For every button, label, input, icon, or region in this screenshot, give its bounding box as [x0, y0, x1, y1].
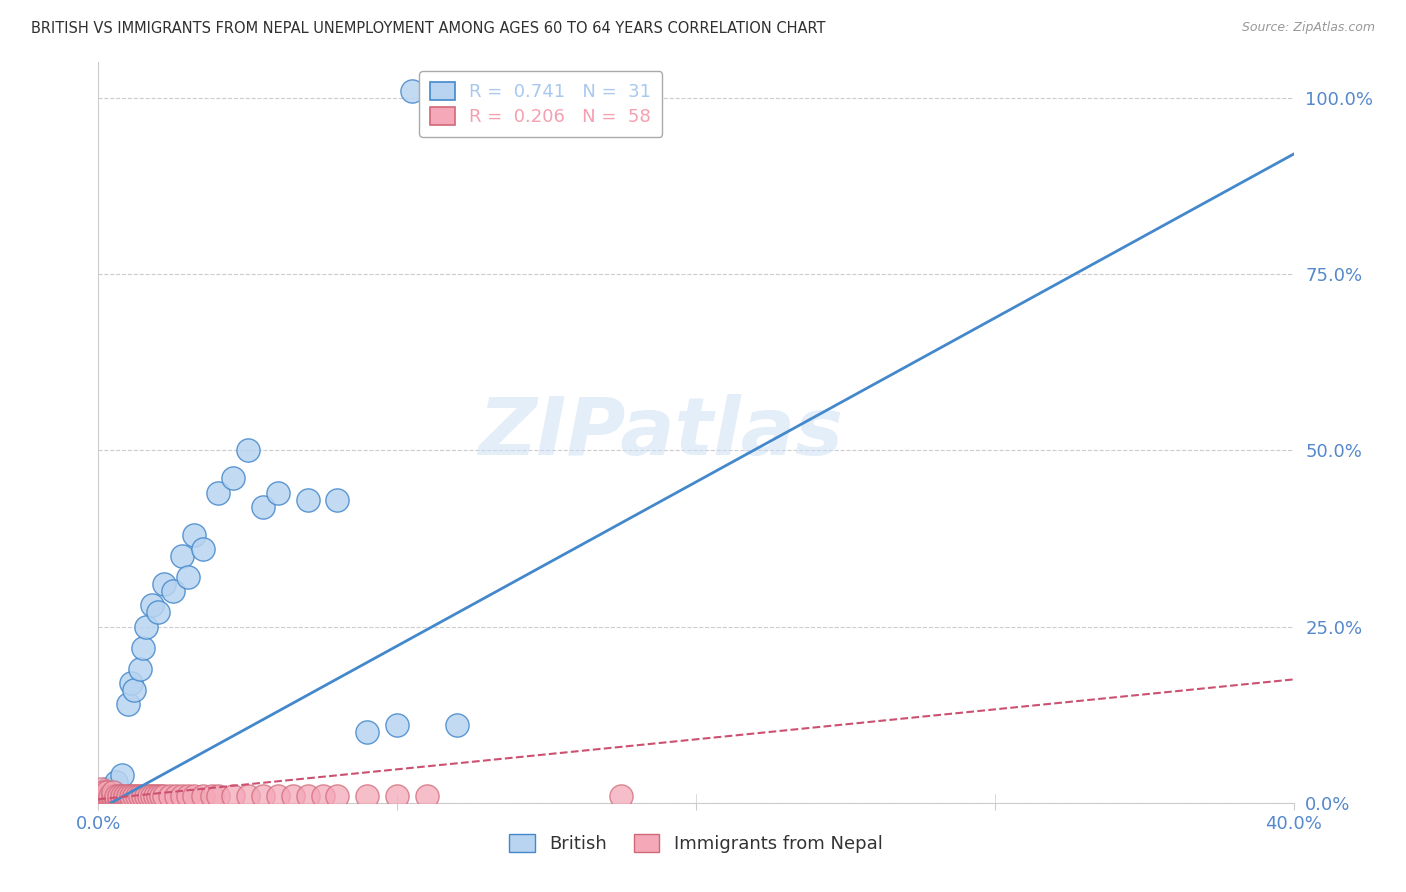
Point: [326, 789, 349, 803]
Point: [191, 541, 214, 556]
Point: [267, 485, 290, 500]
Point: [111, 792, 134, 806]
Point: [114, 789, 136, 803]
Point: [385, 718, 409, 732]
Point: [96, 781, 118, 796]
Point: [281, 789, 304, 803]
Point: [90, 792, 112, 806]
Point: [93, 792, 115, 806]
Point: [129, 662, 152, 676]
Point: [90, 785, 112, 799]
Point: [385, 789, 409, 803]
Point: [129, 789, 152, 803]
Point: [172, 549, 194, 563]
Point: [165, 789, 187, 803]
Point: [201, 789, 224, 803]
Point: [177, 570, 200, 584]
Point: [103, 792, 125, 806]
Point: [127, 789, 149, 803]
Point: [236, 789, 259, 803]
Point: [124, 683, 146, 698]
Point: [135, 619, 157, 633]
Point: [172, 789, 194, 803]
Point: [98, 792, 122, 806]
Point: [153, 789, 176, 803]
Point: [117, 697, 139, 711]
Point: [326, 492, 349, 507]
Point: [117, 792, 139, 806]
Point: [132, 789, 155, 803]
Point: [93, 785, 115, 799]
Point: [108, 789, 131, 803]
Point: [191, 789, 214, 803]
Legend: British, Immigrants from Nepal: British, Immigrants from Nepal: [502, 827, 890, 861]
Point: [297, 789, 319, 803]
Point: [267, 789, 290, 803]
Point: [117, 789, 139, 803]
Point: [356, 725, 378, 739]
Point: [96, 785, 118, 799]
Point: [120, 789, 142, 803]
Point: [93, 789, 115, 803]
Point: [222, 471, 245, 485]
Point: [105, 792, 128, 806]
Point: [177, 789, 200, 803]
Point: [103, 789, 125, 803]
Point: [111, 767, 134, 781]
Point: [207, 485, 229, 500]
Point: [111, 789, 134, 803]
Point: [416, 789, 439, 803]
Text: BRITISH VS IMMIGRANTS FROM NEPAL UNEMPLOYMENT AMONG AGES 60 TO 64 YEARS CORRELAT: BRITISH VS IMMIGRANTS FROM NEPAL UNEMPLO…: [31, 21, 825, 36]
Point: [90, 789, 112, 803]
Point: [610, 789, 633, 803]
Point: [297, 492, 319, 507]
Point: [236, 443, 259, 458]
Point: [183, 789, 205, 803]
Point: [446, 718, 468, 732]
Point: [114, 792, 136, 806]
Point: [135, 789, 157, 803]
Point: [120, 792, 142, 806]
Point: [124, 789, 146, 803]
Point: [90, 789, 112, 803]
Text: Source: ZipAtlas.com: Source: ZipAtlas.com: [1241, 21, 1375, 34]
Point: [252, 789, 274, 803]
Point: [222, 789, 245, 803]
Point: [103, 785, 125, 799]
Point: [207, 789, 229, 803]
Text: ZIPatlas: ZIPatlas: [478, 393, 842, 472]
Point: [153, 577, 176, 591]
Point: [159, 789, 181, 803]
Point: [141, 599, 163, 613]
Point: [150, 789, 173, 803]
Point: [143, 789, 166, 803]
Point: [103, 781, 125, 796]
Point: [105, 774, 128, 789]
Point: [132, 640, 155, 655]
Point: [183, 528, 205, 542]
Point: [401, 84, 423, 98]
Point: [105, 789, 128, 803]
Point: [311, 789, 333, 803]
Point: [108, 792, 131, 806]
Point: [90, 781, 112, 796]
Point: [141, 789, 163, 803]
Point: [148, 789, 170, 803]
Point: [120, 676, 142, 690]
Point: [96, 789, 118, 803]
Point: [96, 792, 118, 806]
Point: [138, 789, 160, 803]
Point: [162, 584, 184, 599]
Point: [356, 789, 378, 803]
Point: [93, 789, 115, 803]
Point: [98, 789, 122, 803]
Point: [252, 500, 274, 514]
Point: [148, 606, 170, 620]
